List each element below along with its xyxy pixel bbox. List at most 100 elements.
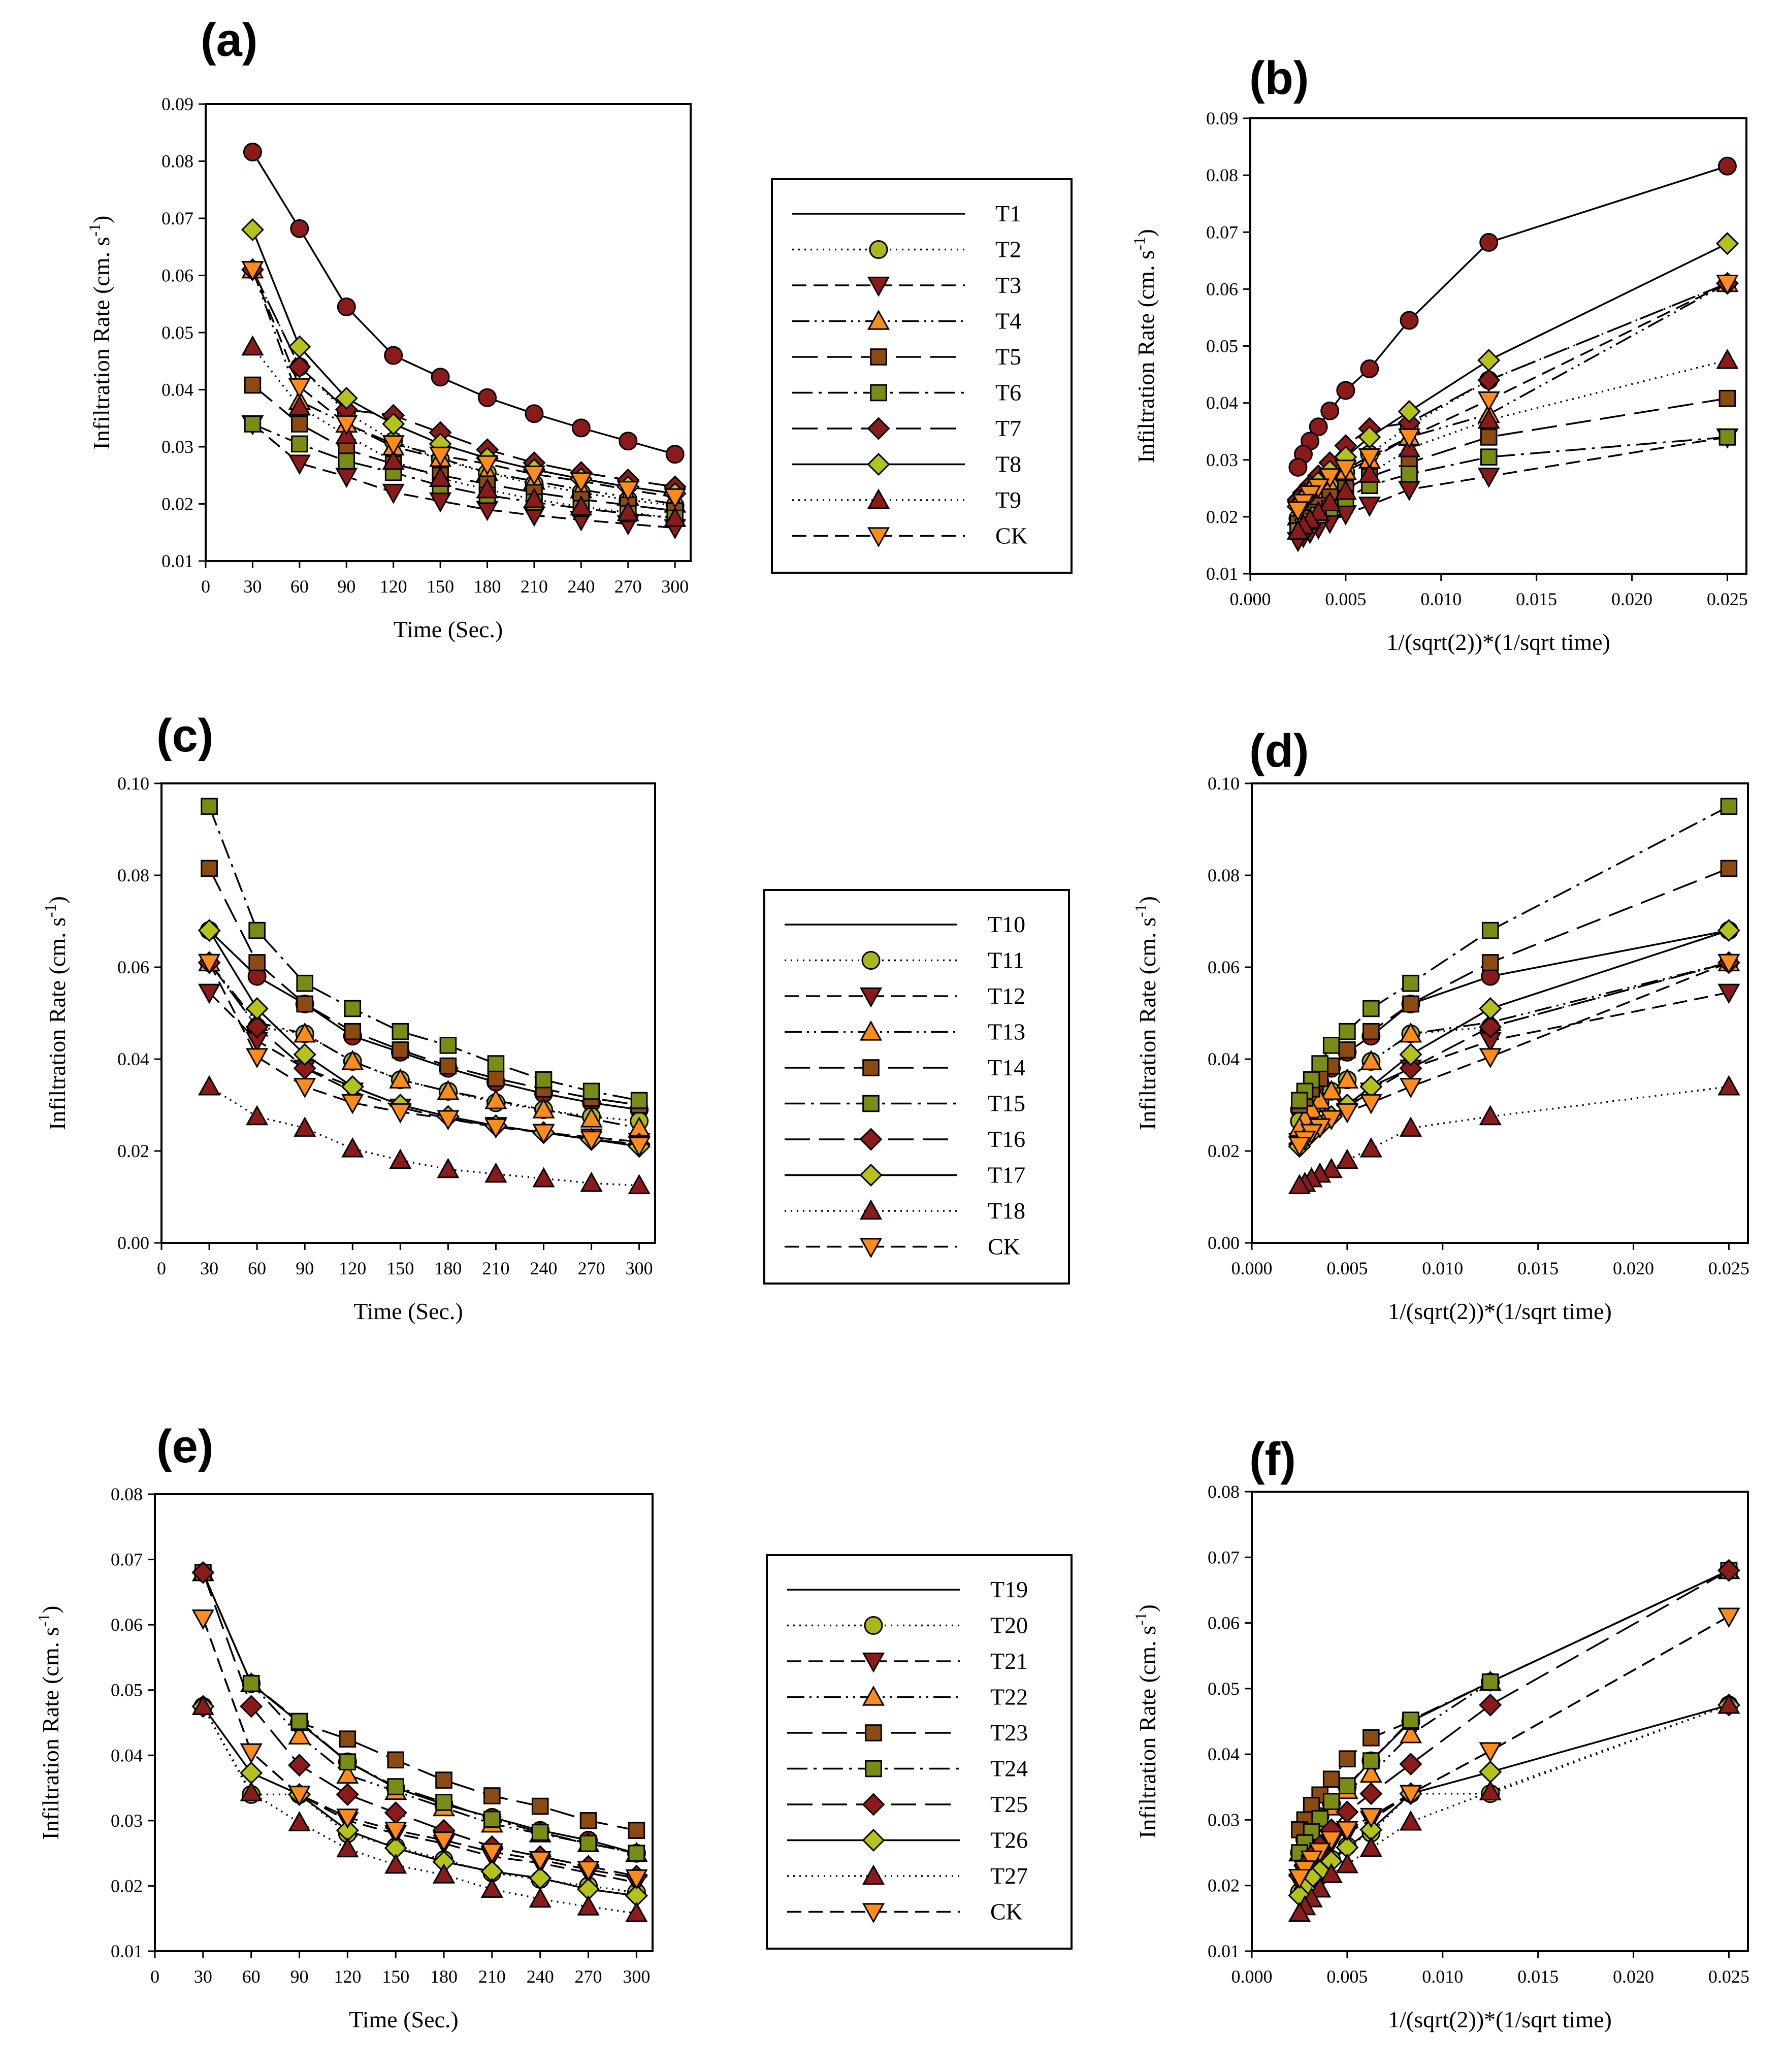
x-tick-label: 0.000 [1230,589,1271,609]
data-point-T25 [384,1801,407,1824]
legend-marker [862,1864,885,1885]
legend-marker [862,1793,885,1816]
legend-2: T10 T11 T12 T13 T14 T15 T16 T17 T18 CK [763,889,1070,1285]
legend-marker [867,417,890,440]
data-point-T15 [439,1037,457,1054]
y-tick-label: 0.07 [1206,222,1238,242]
data-point-T27 [191,1695,214,1715]
y-tick-label: 0.04 [1208,1744,1240,1764]
data-point-T9 [1716,348,1739,369]
legend-entry-T19: T19 [990,1576,1028,1602]
series-line-T5 [252,384,675,512]
data-point-T23 [339,1730,356,1748]
y-axis-label-main: Infiltration Rate (cm. s [38,1627,63,1839]
y-axis-label: Infiltration Rate (cm. s-1) [1131,1604,1160,1838]
y-axis-label-sup: -1 [1130,237,1148,250]
data-point-T5 [1718,389,1736,407]
data-point-T14 [1720,860,1738,877]
y-tick-label: 0.02 [1208,1141,1240,1161]
x-tick-label: 0 [157,1258,166,1278]
data-point-T15 [1363,1000,1380,1017]
legend-entry-T27: T27 [990,1863,1028,1889]
x-tick-label: 0.000 [1231,1258,1273,1278]
legend-marker [859,1199,883,1220]
series-line-T15 [208,806,639,1102]
data-point-T14 [201,860,218,877]
data-point-T27 [577,1895,600,1916]
data-point-T13 [341,1049,364,1070]
x-tick-label: 120 [334,1966,361,1987]
data-point-T23 [1363,1729,1380,1747]
legend-marker [859,987,883,1008]
y-axis-label: Infiltration Rate (cm. s-1) [1130,229,1159,463]
legend-frame [771,178,1073,574]
data-point-T3 [1358,497,1381,517]
series-line-T18 [1299,1086,1729,1187]
data-point-CK [523,465,546,486]
data-point-T15 [535,1071,553,1089]
y-tick-label: 0.10 [117,773,149,794]
x-tick-label: 180 [474,576,501,597]
legend-entry-CK: CK [988,1234,1020,1260]
data-point-T15 [1291,1092,1308,1109]
data-point-T22 [288,1724,311,1745]
data-point-CK [1336,1821,1358,1841]
data-point-CK [664,488,687,509]
data-point-T8 [1358,425,1381,449]
series-line-T20 [202,1706,637,1894]
data-point-T5 [244,376,262,394]
x-tick-label: 0.010 [1422,1258,1463,1278]
data-point-T24 [531,1824,549,1841]
data-point-T14 [1402,995,1419,1013]
data-point-T3 [382,483,405,504]
y-tick-label: 0.06 [1208,1613,1240,1633]
data-point-T13 [294,1022,316,1043]
legend-entry-T6: T6 [995,380,1021,406]
data-point-T1 [571,418,591,438]
data-point-T18 [1359,1137,1382,1158]
plot-frame [160,782,656,1244]
x-tick-label: 0.025 [1707,589,1748,609]
data-point-T9 [1318,491,1341,511]
y-tick-label: 0.02 [111,1876,143,1896]
data-point-T23 [1322,1770,1340,1788]
data-point-T15 [201,798,218,815]
panel-label: (b) [1249,52,1309,104]
series-line-T12 [208,992,639,1143]
y-tick-label: 0.00 [117,1233,149,1253]
data-point-T1 [1400,311,1419,330]
y-tick-label: 0.06 [1208,957,1240,977]
data-point-CK [1477,391,1500,412]
data-point-CK [294,1078,316,1098]
x-tick-label: 0.000 [1231,1966,1273,1987]
legend-entry-T21: T21 [990,1648,1028,1674]
legend-entry-T23: T23 [990,1720,1028,1746]
x-tick-label: 120 [380,576,407,597]
x-tick-label: 210 [521,576,548,597]
y-axis-label-sup: -1 [1131,1612,1150,1626]
data-point-T6 [1401,465,1418,483]
data-point-T17 [293,1043,316,1066]
legend-marker [867,309,890,330]
data-point-T25 [1479,1693,1502,1717]
legend-entry-T10: T10 [988,911,1025,937]
legend-entry-T7: T7 [995,415,1021,441]
legend-marker [869,240,888,259]
data-point-T6 [244,415,262,433]
x-tick-label: 300 [626,1258,653,1278]
data-point-T23 [435,1771,452,1789]
y-axis-label-main: Infiltration Rate (cm. s [1134,917,1160,1130]
data-point-T15 [630,1092,648,1109]
y-tick-label: 0.07 [1208,1547,1240,1567]
data-point-T25 [1717,1559,1740,1582]
y-tick-label: 0.05 [161,322,193,343]
y-tick-label: 0.10 [1208,773,1240,794]
legend-entry-T14: T14 [988,1055,1025,1080]
legend-entry-T17: T17 [988,1162,1025,1188]
series-line-T2 [251,269,675,507]
legend-marker [870,348,887,366]
data-point-T3 [288,454,311,475]
data-point-T9 [617,501,639,521]
x-tick-label: 270 [614,576,642,597]
data-point-T14 [344,1023,362,1040]
